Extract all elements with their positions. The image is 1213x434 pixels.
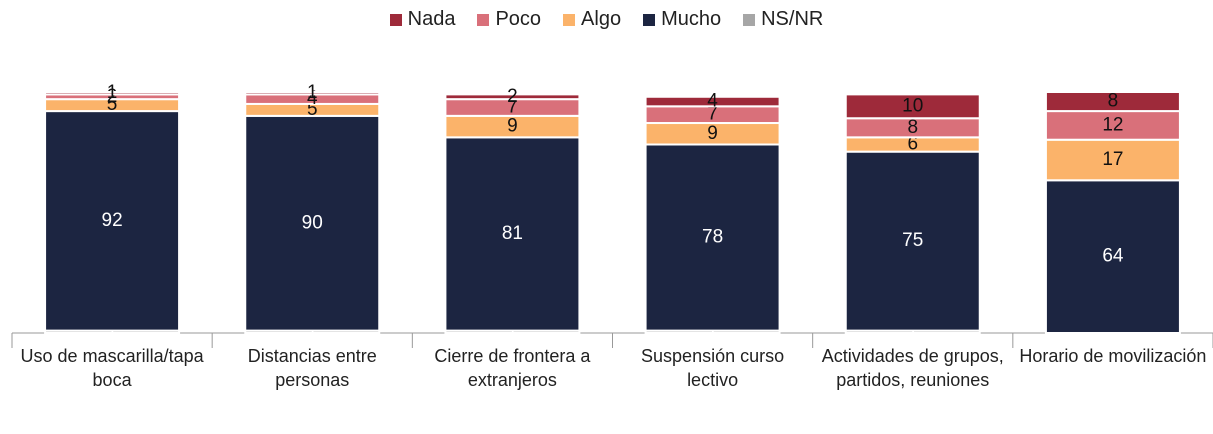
legend-item: Nada (389, 8, 456, 31)
data-label: 12 (1102, 114, 1123, 135)
bar-segment (1044, 110, 1181, 141)
data-label: 5 (107, 94, 118, 115)
data-label: 5 (307, 99, 318, 120)
data-label: 4 (307, 88, 318, 109)
data-label: 7 (507, 97, 518, 118)
data-label: 78 (702, 227, 723, 248)
legend-label: NS/NR (761, 8, 824, 30)
legend-item: Mucho (643, 8, 721, 31)
data-label: 64 (1102, 246, 1124, 267)
data-label: 9 (507, 116, 518, 137)
data-label: 9 (707, 123, 718, 144)
x-tick-label: Distancias entre personas (247, 346, 377, 390)
data-label: 7 (707, 104, 718, 125)
bar-segment (844, 150, 981, 332)
bar-segment (1044, 91, 1181, 113)
data-label: 10 (902, 95, 923, 116)
legend-label: Mucho (661, 8, 722, 30)
bar-segment (244, 114, 381, 332)
x-tick-label: Uso de mascarilla/tapa boca (20, 346, 204, 390)
bar-segment (1044, 138, 1181, 182)
x-tick-label: Actividades de grupos, partidos, reunion… (821, 346, 1004, 390)
bar-segment (444, 93, 581, 101)
bar-segment (44, 91, 181, 96)
legend-label: Poco (495, 8, 542, 30)
bar-segment (1044, 179, 1181, 334)
bar-segment (644, 143, 781, 332)
bar-segment (244, 91, 381, 96)
data-label: 75 (902, 230, 923, 251)
legend-item: NS/NR (743, 8, 823, 31)
legend-item: Algo (563, 8, 621, 31)
legend: Nada Poco Algo Mucho NS/NR (0, 8, 1213, 31)
bar-segment (444, 136, 581, 332)
legend-item: Poco (477, 8, 541, 31)
data-label: 8 (907, 117, 918, 138)
data-label: 90 (302, 212, 323, 233)
data-label: 6 (907, 134, 918, 155)
bar-segment (844, 93, 981, 120)
data-label: 17 (1102, 149, 1123, 170)
data-label: 2 (507, 86, 518, 107)
data-label: 8 (1108, 91, 1119, 112)
data-label: 81 (502, 223, 523, 244)
legend-swatch (563, 13, 576, 26)
legend-swatch (743, 13, 756, 26)
data-label: 1 (107, 82, 118, 103)
legend-swatch (643, 13, 656, 26)
bar-segment (44, 110, 181, 332)
legend-swatch (389, 13, 402, 26)
bar-segment (644, 95, 781, 108)
legend-label: Algo (581, 8, 622, 30)
x-tick-label: Cierre de frontera a extranjeros (434, 346, 591, 390)
legend-swatch (477, 13, 490, 26)
data-label: 2 (107, 86, 118, 107)
data-label: 92 (102, 210, 123, 231)
x-tick-label: Horario de movilización (1019, 346, 1207, 366)
legend-label: Nada (407, 8, 456, 30)
data-label: 1 (307, 82, 318, 103)
x-tick-label: Suspensión curso lectivo (641, 346, 785, 390)
data-label: 4 (707, 91, 718, 112)
